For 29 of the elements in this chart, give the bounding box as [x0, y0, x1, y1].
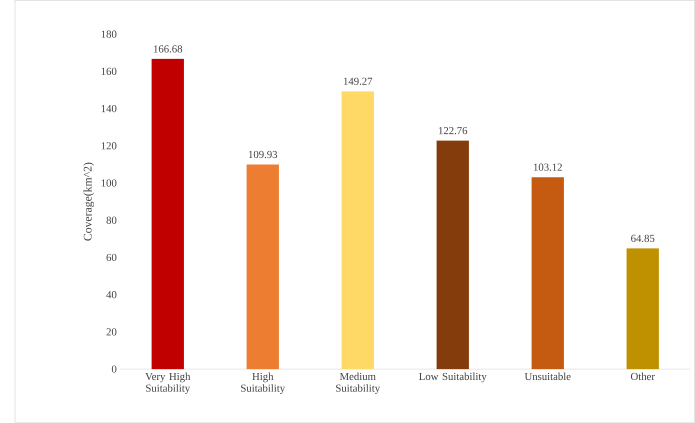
- y-tick-label: 100: [102, 179, 116, 187]
- x-tick-label: High Suitability: [241, 372, 286, 394]
- data-label: 149.27: [344, 78, 372, 86]
- y-tick-label: 180: [102, 30, 116, 38]
- x-tick-label: Low Suitability: [419, 372, 487, 382]
- y-tick-label: 80: [106, 216, 116, 224]
- data-label: 103.12: [534, 164, 562, 171]
- bar: [532, 177, 564, 370]
- y-tick-label: 160: [102, 68, 116, 76]
- bar: [246, 164, 279, 370]
- y-tick-label: 20: [106, 328, 116, 336]
- y-tick-label: 60: [106, 254, 116, 262]
- data-label: 109.93: [248, 150, 278, 158]
- y-tick-label: 0: [112, 366, 116, 373]
- x-tick-label: Other: [630, 372, 655, 380]
- y-tick-label: 120: [102, 142, 116, 150]
- data-label: 122.76: [438, 127, 468, 134]
- x-tick-label: Medium Suitability: [336, 372, 380, 394]
- y-axis-title: Coverage(km^2): [83, 162, 94, 241]
- data-label: 166.68: [154, 45, 182, 53]
- y-tick-label: 40: [106, 291, 116, 298]
- bar: [436, 140, 469, 370]
- bar: [342, 91, 374, 370]
- bar: [152, 59, 184, 370]
- x-tick-label: Very High Suitability: [145, 372, 190, 394]
- x-tick-label: Unsuitable: [524, 372, 571, 380]
- y-tick-label: 140: [102, 105, 116, 112]
- data-label: 64.85: [631, 234, 654, 242]
- bar: [626, 248, 659, 370]
